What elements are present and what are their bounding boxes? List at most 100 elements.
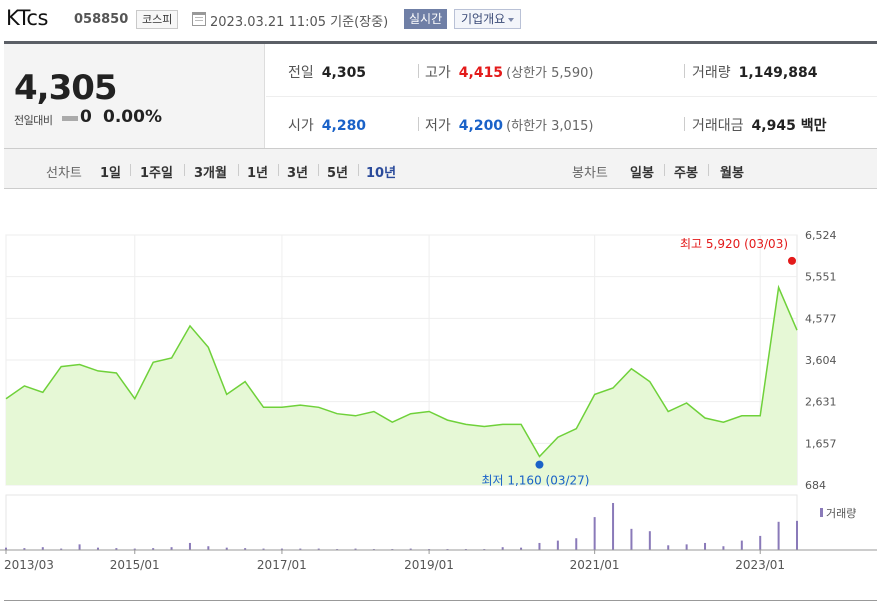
volume-bar	[5, 547, 7, 550]
header-divider	[4, 41, 877, 44]
volume-bar	[704, 542, 707, 550]
period-10y[interactable]: 10년	[366, 166, 397, 181]
upper-limit: (상한가 5,590)	[506, 66, 594, 81]
amount-value: 4,945 백만	[751, 118, 827, 134]
datetime-text: 2023.03.21 11:05	[210, 15, 327, 30]
separator	[130, 164, 131, 176]
volume-bar	[207, 546, 210, 550]
volume-bar	[777, 521, 780, 550]
x-tick-label: 2021/01	[570, 558, 620, 572]
volume-bar	[170, 547, 173, 550]
bottom-divider	[4, 600, 877, 601]
amount-label: 거래대금	[692, 118, 744, 134]
volume-bar	[41, 547, 44, 550]
y-tick-label: 1,657	[805, 437, 837, 450]
corp-info-dropdown[interactable]: 기업개요	[454, 9, 522, 29]
prev-close: 전일 4,305	[288, 62, 366, 82]
volume-bar	[409, 548, 412, 550]
volume-bar	[244, 548, 247, 550]
volume-legend-swatch	[820, 508, 823, 517]
realtime-button[interactable]: 실시간	[404, 9, 448, 29]
volume-label: 거래량	[692, 65, 731, 81]
volume-bar	[759, 535, 762, 550]
period-1d[interactable]: 1일	[100, 166, 122, 181]
candle-daily[interactable]: 일봉	[630, 166, 654, 181]
low-value: 4,200	[458, 118, 504, 134]
volume-bar	[667, 545, 670, 550]
period-1w[interactable]: 1주일	[140, 166, 173, 181]
y-tick-label: 684	[805, 479, 826, 492]
change-label: 전일대비	[14, 114, 53, 127]
period-3m[interactable]: 3개월	[194, 166, 227, 181]
chevron-down-icon	[508, 17, 515, 22]
period-1y[interactable]: 1년	[247, 166, 269, 181]
open-price: 시가 4,280	[288, 115, 366, 135]
line-chart-title: 선차트	[46, 166, 82, 181]
prev-close-value: 4,305	[321, 65, 367, 81]
period-3y[interactable]: 3년	[287, 166, 309, 181]
open-value: 4,280	[321, 118, 367, 134]
volume-bar	[648, 531, 651, 550]
volume-bar	[23, 548, 26, 550]
low-label: 저가	[425, 118, 451, 134]
x-tick-label: 2013/03	[4, 558, 54, 572]
x-tick-label: 2023/01	[735, 558, 785, 572]
separator	[708, 164, 709, 176]
candle-monthly[interactable]: 월봉	[720, 166, 744, 181]
flat-icon	[62, 116, 78, 121]
volume-bar	[115, 548, 118, 550]
volume-bar	[556, 540, 559, 550]
separator	[418, 117, 419, 131]
volume-bar	[78, 544, 81, 550]
calendar-icon	[192, 12, 206, 26]
stock-code: 058850	[74, 12, 129, 27]
separator	[358, 164, 359, 176]
volume-bar	[575, 538, 578, 550]
min-annotation: 최저 1,160 (03/27)	[481, 474, 589, 488]
candle-chart-title: 봉차트	[572, 166, 608, 181]
volume-bar	[188, 542, 191, 550]
separator	[664, 164, 665, 176]
current-price: 4,305	[14, 68, 118, 108]
volume-bar	[262, 548, 265, 550]
min-marker	[535, 460, 544, 469]
volume-bar	[354, 548, 357, 550]
volume-legend: 거래량	[826, 507, 856, 520]
price-chart[interactable]: 684 1,657 2,631 3,604 4,577 5,551 6,524 최고 5,92…	[0, 225, 877, 603]
volume-bar	[299, 548, 302, 550]
x-tick-label: 2017/01	[257, 558, 307, 572]
separator	[418, 64, 419, 78]
volume-bar	[225, 547, 228, 550]
separator	[278, 164, 279, 176]
change-value: 0	[80, 107, 92, 127]
x-tick-label: 2019/01	[404, 558, 454, 572]
basis-text: 기준(장중)	[330, 15, 389, 30]
volume-bar	[280, 548, 283, 550]
volume-bar	[538, 542, 541, 550]
volume-bar	[612, 503, 615, 550]
volume-bar	[630, 528, 633, 550]
volume-bar	[60, 548, 63, 550]
row-divider	[266, 96, 877, 97]
corp-info-label: 기업개요	[461, 12, 506, 26]
max-annotation: 최고 5,920 (03/03)	[680, 237, 788, 251]
volume-bar	[722, 546, 725, 550]
max-marker	[788, 256, 796, 265]
period-bar: 선차트 1일 1주일 3개월 1년 3년 5년 10년 봉차트 일봉 주봉 월봉	[4, 149, 877, 189]
candle-weekly[interactable]: 주봉	[674, 166, 698, 181]
volume-bar	[796, 520, 798, 550]
period-5y[interactable]: 5년	[327, 166, 349, 181]
change-percent: 0.00%	[103, 107, 162, 127]
volume-pane	[5, 494, 798, 551]
stock-name: KTcs	[6, 6, 48, 30]
prev-close-label: 전일	[288, 65, 314, 81]
volume-bar	[740, 540, 743, 550]
separator	[318, 164, 319, 176]
volume-bar	[593, 517, 596, 550]
lower-limit: (하한가 3,015)	[506, 119, 594, 134]
separator	[184, 164, 185, 176]
price-chart-svg: 684 1,657 2,631 3,604 4,577 5,551 6,524 최고 5,92…	[0, 229, 877, 572]
open-label: 시가	[288, 118, 314, 134]
high-label: 고가	[425, 65, 451, 81]
separator	[238, 164, 239, 176]
